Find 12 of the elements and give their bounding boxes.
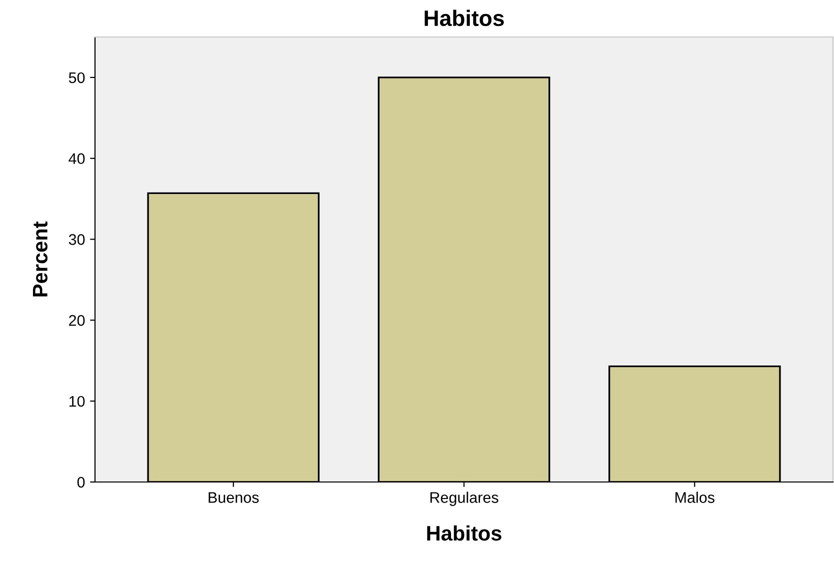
x-tick-label: Regulares xyxy=(430,492,498,506)
y-tick-label: 20 xyxy=(69,315,85,326)
y-tick-label: 30 xyxy=(68,234,85,245)
y-tick-label: 0 xyxy=(77,476,85,488)
y-tick-label: 50 xyxy=(68,72,85,84)
x-tick-label: Malos xyxy=(676,492,714,503)
y-tick-label: 40 xyxy=(68,153,85,164)
y-axis-title: Percent xyxy=(32,222,48,296)
x-axis-title: Habitos xyxy=(427,525,502,541)
x-tick-label: Buenos xyxy=(208,492,259,503)
chart-title: Habitos xyxy=(424,10,504,26)
y-tick-label: 10 xyxy=(69,396,85,407)
